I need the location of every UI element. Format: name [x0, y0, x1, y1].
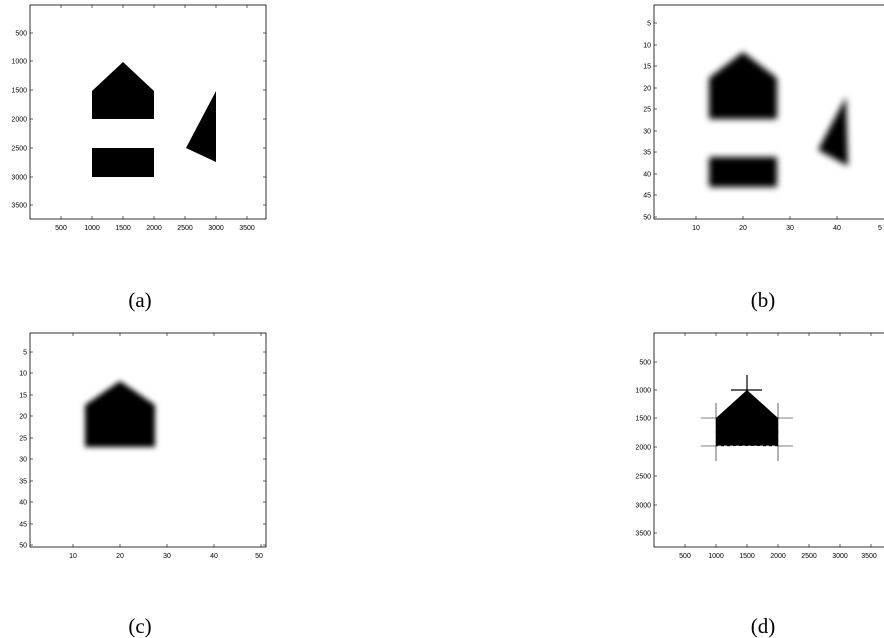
panel-c-xtick: 20 — [116, 553, 124, 560]
panel-d-caption: (d) — [751, 614, 776, 638]
rectangle-shape — [92, 148, 154, 177]
triangle-shape — [186, 91, 216, 162]
panel-d-ytick: 2000 — [635, 445, 651, 452]
panel-d-xticks: 500 1000 1500 2000 2500 3000 3500 — [679, 333, 877, 560]
panel-b-ytick: 25 — [643, 107, 651, 114]
panel-d-ytick: 2500 — [635, 474, 651, 481]
panel-b-xtick: 20 — [739, 225, 747, 232]
panel-d-ytick: 1000 — [635, 388, 651, 395]
panel-b-ytick: 45 — [643, 193, 651, 200]
panel-b-caption: (b) — [751, 288, 776, 312]
panel-a-xtick: 2000 — [146, 225, 162, 232]
panel-d-frame — [653, 332, 884, 548]
panel-a-yticks: 500 1000 1500 2000 2500 3000 3500 — [11, 31, 266, 210]
panel-c-ytick: 15 — [19, 393, 27, 400]
pentagon-shape — [92, 62, 154, 119]
panel-a-ytick: 1500 — [11, 88, 27, 95]
panel-b: 5 10 15 20 25 30 35 40 45 50 10 20 30 40… — [643, 4, 884, 232]
panel-c-caption: (c) — [128, 614, 151, 638]
panel-a-xticks: 500 1000 1500 2000 2500 3000 3500 — [55, 5, 255, 232]
panel-a-caption: (a) — [128, 288, 151, 312]
panel-b-ytick: 35 — [643, 150, 651, 157]
panel-a-ytick: 1000 — [11, 59, 27, 66]
recovered-pentagon-shape — [716, 390, 778, 446]
blurred-pentagon-shape — [85, 381, 155, 447]
panel-c-xticks: 10 20 30 40 50 — [69, 333, 263, 560]
panel-a-xtick: 1000 — [84, 225, 100, 232]
panel-c-blurred-shapes — [85, 381, 155, 447]
panel-b-ytick: 40 — [643, 172, 651, 179]
panel-d-xtick: 500 — [679, 553, 691, 560]
panel-c-xtick: 40 — [210, 553, 218, 560]
panel-d-xtick: 1000 — [708, 553, 724, 560]
blurred-rectangle-shape — [709, 157, 777, 187]
panel-a-xtick: 1500 — [115, 225, 131, 232]
panel-a-ytick: 2000 — [11, 117, 27, 124]
panel-c-xtick: 10 — [69, 553, 77, 560]
panel-b-xtick: 10 — [692, 225, 700, 232]
vertex-markers — [701, 375, 793, 461]
panel-a: 500 1000 1500 2000 2500 3000 3500 500 10… — [11, 4, 267, 232]
panel-b-ytick: 5 — [647, 21, 651, 28]
panel-a-xtick: 3000 — [208, 225, 224, 232]
panel-a-frame — [29, 4, 267, 220]
panel-c-xtick: 50 — [255, 553, 263, 560]
panel-d-ytick: 500 — [639, 360, 651, 367]
panel-c-ytick: 35 — [19, 479, 27, 486]
panel-c-ytick: 10 — [19, 371, 27, 378]
panel-b-yticks: 5 10 15 20 25 30 35 40 45 50 — [643, 21, 657, 222]
panel-d-xtick: 1500 — [739, 553, 755, 560]
panel-d-ytick: 1500 — [635, 416, 651, 423]
panel-c-ytick: 50 — [19, 543, 27, 550]
panel-c-ytick: 45 — [19, 522, 27, 529]
panel-d-ytick: 3000 — [635, 503, 651, 510]
panel-d-yticks: 500 1000 1500 2000 2500 3000 3500 — [635, 360, 657, 538]
panel-a-xtick: 500 — [55, 225, 67, 232]
panel-b-frame — [653, 4, 884, 220]
panel-a-xtick: 2500 — [177, 225, 193, 232]
panel-b-ytick: 20 — [643, 86, 651, 93]
panel-d-xtick: 2000 — [770, 553, 786, 560]
blurred-pentagon-shape — [709, 52, 777, 119]
panel-a-ytick: 3500 — [11, 203, 27, 210]
panel-d-ytick: 3500 — [635, 531, 651, 538]
panel-c-ytick: 25 — [19, 436, 27, 443]
panel-b-xtick: 40 — [833, 225, 841, 232]
panel-b-blurred-shapes — [709, 52, 848, 187]
panel-b-ytick: 50 — [643, 215, 651, 222]
panel-d-xtick: 3000 — [832, 553, 848, 560]
panel-c-ytick: 20 — [19, 414, 27, 421]
panel-a-ytick: 2500 — [11, 146, 27, 153]
panel-c-ytick: 30 — [19, 457, 27, 464]
blurred-triangle-shape — [818, 97, 848, 166]
panel-b-xtick: 30 — [786, 225, 794, 232]
panel-d-xtick: 3500 — [861, 553, 877, 560]
panel-b-ytick: 15 — [643, 64, 651, 71]
panel-b-ytick: 30 — [643, 129, 651, 136]
panel-c-frame — [29, 332, 267, 548]
panel-c: 5 10 15 20 25 30 35 40 45 50 10 20 30 40… — [19, 332, 267, 560]
panel-a-xtick: 3500 — [239, 225, 255, 232]
panel-a-ytick: 3000 — [11, 175, 27, 182]
panel-c-ytick: 40 — [19, 500, 27, 507]
panel-a-ytick: 500 — [15, 31, 27, 38]
panel-b-xticks: 10 20 30 40 5 — [692, 216, 882, 232]
panel-d: 500 1000 1500 2000 2500 3000 3500 500 10… — [635, 332, 884, 560]
panel-b-xtick: 5 — [878, 225, 882, 232]
panel-c-ytick: 5 — [23, 350, 27, 357]
panel-c-xtick: 30 — [163, 553, 171, 560]
panel-c-yticks: 5 10 15 20 25 30 35 40 45 50 — [19, 350, 266, 550]
panel-b-ytick: 10 — [643, 43, 651, 50]
panel-d-xtick: 2500 — [801, 553, 817, 560]
